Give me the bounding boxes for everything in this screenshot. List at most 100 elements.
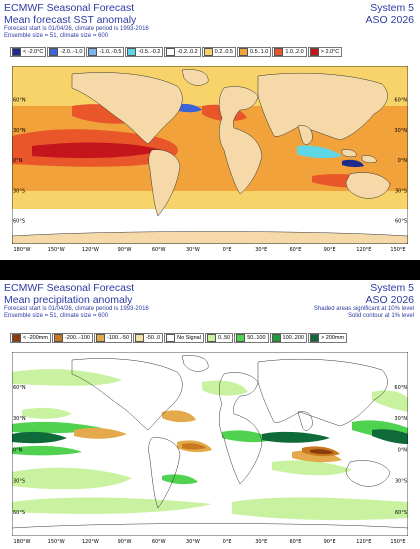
sst-lon-ticks: 180°W 150°W 120°W 90°W 60°W 30°W 0°E 30°E 60°E 90… <box>14 247 406 253</box>
lon-tick-label: 90°W <box>118 539 132 545</box>
precip-lat-ticks-right: 60°N 30°N 0°N 30°S 60°S <box>394 385 407 516</box>
precip-legend-label: -200..-100 <box>64 335 90 341</box>
sst-header-right: System 5 ASO 2026 <box>244 2 414 26</box>
sst-system: System 5 <box>370 2 414 14</box>
sst-legend-swatch <box>12 48 21 56</box>
precip-season: ASO 2026 <box>365 294 414 306</box>
sst-season: ASO 2026 <box>365 14 414 26</box>
lon-tick-label: 180°W <box>14 539 31 545</box>
lat-tick-label: 60°N <box>394 385 407 391</box>
lon-tick-label: 120°W <box>82 539 99 545</box>
lat-tick-label: 0°N <box>13 447 23 453</box>
lat-tick-label: 0°N <box>398 447 408 453</box>
precip-map: 180°W 150°W 120°W 90°W 60°W 30°W 0°E 30°E 60°E 90… <box>12 352 408 545</box>
sst-panel: ECMWF Seasonal Forecast Mean forecast SS… <box>0 0 420 260</box>
sst-info-ensemble: Ensemble size = 51, climate size = 600 <box>4 33 109 39</box>
sst-io-cool <box>297 145 342 159</box>
lat-tick-label: 30°N <box>394 128 407 134</box>
sst-legend-item: -0.2..0.2 <box>164 47 201 57</box>
lon-tick-label: 60°E <box>289 539 301 545</box>
precip-system: System 5 <box>370 282 414 294</box>
lon-tick-label: 90°E <box>324 247 336 253</box>
sst-subtitle: Mean forecast SST anomaly <box>4 14 137 26</box>
precip-legend-item: 50..100 <box>234 333 269 343</box>
lat-tick-label: 30°S <box>395 479 407 485</box>
sst-legend-item: > 2.0°C <box>307 47 343 57</box>
precip-light-green-areas <box>12 369 408 521</box>
precip-header-right: System 5 ASO 2026 Shaded areas significa… <box>244 282 414 320</box>
sst-legend-swatch <box>238 48 248 56</box>
sst-legend-item: -1.0..-0.5 <box>86 47 125 57</box>
sst-legend-item: 0.2..0.5 <box>201 47 236 57</box>
precip-dry-areas <box>74 410 342 463</box>
lon-tick-label: 30°E <box>255 539 267 545</box>
precip-legend-item: 100..200 <box>269 333 307 343</box>
sst-legend-item: -2.0..-1.0 <box>47 47 86 57</box>
precip-note-contour: Solid contour at 1% level <box>347 313 414 319</box>
sst-legend-label: 0.5..1.0 <box>249 49 269 55</box>
sst-legend-swatch <box>166 48 176 56</box>
precip-legend-label: < -200mm <box>23 335 48 341</box>
precip-subtitle: Mean precipitation anomaly <box>4 294 133 306</box>
precip-legend-swatch <box>206 334 216 342</box>
precip-legend-swatch <box>96 334 105 342</box>
precip-legend-swatch <box>309 334 319 342</box>
precip-legend-label: -100..-50 <box>107 335 130 341</box>
sst-legend-swatch <box>49 48 59 56</box>
sst-legend-item: -0.5..-0.2 <box>125 47 164 57</box>
precip-legend-label: 50..100 <box>247 335 266 341</box>
lat-tick-label: 30°N <box>13 416 26 422</box>
precip-legend-swatch <box>236 334 246 342</box>
lat-tick-label: 60°S <box>13 219 25 225</box>
lat-tick-label: 30°S <box>13 479 25 485</box>
precip-panel: ECMWF Seasonal Forecast Mean precipitati… <box>0 280 420 549</box>
precip-legend-item: -100..-50 <box>94 333 133 343</box>
lon-tick-label: 30°W <box>186 247 200 253</box>
lon-tick-label: 150°E <box>390 539 405 545</box>
sst-title: ECMWF Seasonal Forecast <box>4 2 135 14</box>
precip-legend-label: No Signal <box>177 335 201 341</box>
lat-tick-label: 30°N <box>13 128 26 134</box>
precip-extreme-dry-areas <box>310 449 334 455</box>
lat-tick-label: 60°N <box>13 98 26 104</box>
sst-header: ECMWF Seasonal Forecast Mean forecast SS… <box>4 2 264 40</box>
lon-tick-label: 120°E <box>356 539 371 545</box>
sst-lat-ticks-right: 60°N 30°N 0°N 30°S 60°S <box>394 98 407 225</box>
precip-dark-green-areas <box>12 429 408 444</box>
lon-tick-label: 90°W <box>118 247 132 253</box>
lat-tick-label: 60°S <box>13 510 25 516</box>
sst-legend-swatch <box>274 48 284 56</box>
lat-tick-label: 30°S <box>395 188 407 194</box>
sst-info-forecast: Forecast start is 01/04/26, climate peri… <box>4 26 149 32</box>
sst-continents <box>12 69 408 244</box>
sst-legend-swatch <box>309 48 319 56</box>
precip-legend-swatch <box>12 334 21 342</box>
precip-legend-swatch <box>53 334 63 342</box>
lat-tick-label: 0°N <box>13 158 23 164</box>
lat-tick-label: 60°S <box>395 219 407 225</box>
lat-tick-label: 60°N <box>13 385 26 391</box>
precip-legend-item: No Signal <box>164 333 204 343</box>
lon-tick-label: 60°E <box>289 247 301 253</box>
lat-tick-label: 30°S <box>13 188 25 194</box>
sst-legend: < -2.0°C -2.0..-1.0 -1.0..-0.5 -0.5..-0.2 -0… <box>10 47 343 57</box>
sst-legend-item: 0.5..1.0 <box>236 47 272 57</box>
precip-legend-item: > 200mm <box>307 333 348 343</box>
sst-legend-label: -0.2..0.2 <box>177 49 198 55</box>
lon-tick-label: 120°E <box>356 247 371 253</box>
precip-continents <box>12 355 408 529</box>
precip-legend-item: -50..0 <box>133 333 164 343</box>
lon-tick-label: 0°E <box>223 247 232 253</box>
lat-tick-label: 60°N <box>394 98 407 104</box>
lat-tick-label: 0°N <box>398 158 408 164</box>
sst-legend-swatch <box>88 48 98 56</box>
sst-legend-label: -0.5..-0.2 <box>138 49 161 55</box>
lon-tick-label: 60°W <box>152 247 166 253</box>
sst-legend-item: < -2.0°C <box>10 47 47 57</box>
lon-tick-label: 30°W <box>186 539 200 545</box>
sst-south-yellow <box>12 191 408 209</box>
lon-tick-label: 150°W <box>48 539 65 545</box>
precip-info-ensemble: Ensemble size = 51, climate size = 600 <box>4 313 109 319</box>
sst-legend-swatch <box>127 48 137 56</box>
precip-legend-label: -50..0 <box>146 335 161 341</box>
